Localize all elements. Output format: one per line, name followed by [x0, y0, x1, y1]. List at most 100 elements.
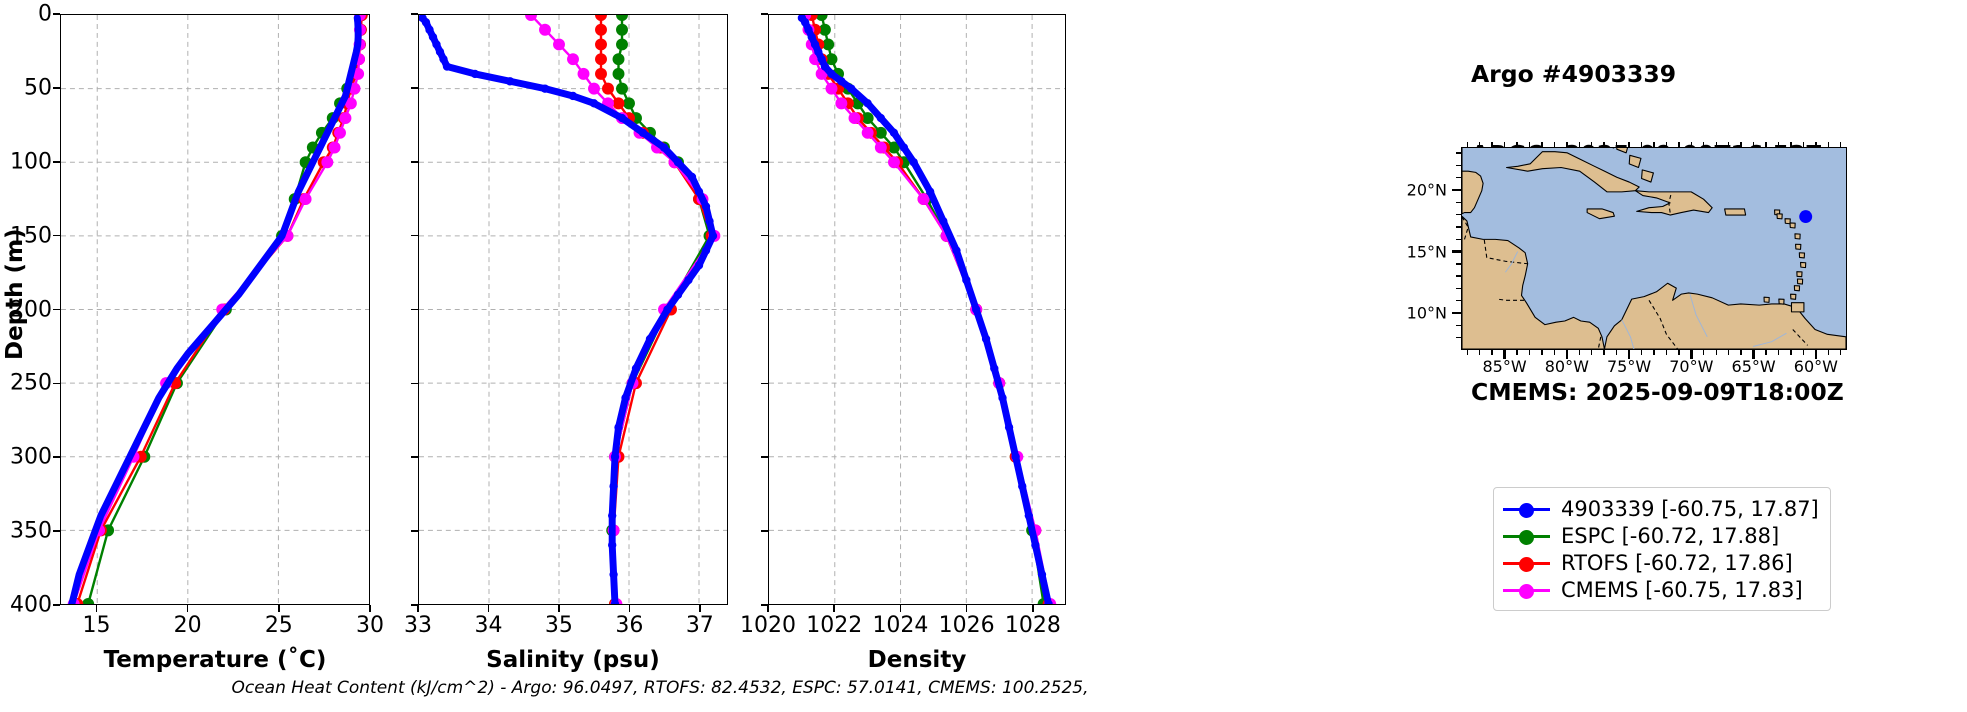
x-tickmark [965, 605, 968, 612]
map-minor-tickmark [1478, 350, 1481, 355]
depth-tickmark [411, 456, 418, 459]
x-tick-1028: 1028 [1004, 613, 1061, 638]
depth-tick-250: 250 [10, 370, 52, 396]
map-minor-tickmark [1740, 142, 1742, 147]
map-minor-tickmark [1456, 177, 1461, 179]
x-tickmark [1032, 605, 1034, 612]
x-tickmark [278, 605, 280, 612]
x-tick-37: 37 [685, 613, 714, 638]
map-minor-tickmark [1840, 142, 1842, 147]
map-minor-tickmark [1653, 350, 1655, 355]
legend-item-argo[interactable]: 4903339 [-60.75, 17.87] [1503, 495, 1819, 522]
x-tickmark [369, 605, 371, 612]
depth-tickmark [761, 604, 768, 606]
map-minor-tickmark [1541, 350, 1543, 355]
depth-tickmark [761, 87, 768, 89]
map-minor-tickmark [1456, 226, 1461, 228]
x-tick-30: 30 [356, 613, 384, 638]
map-minor-tickmark [1528, 142, 1531, 147]
x-tickmark [833, 605, 836, 612]
map-lon-tick-70°W: 70°W [1669, 357, 1714, 376]
legend-label-espc: ESPC [-60.72, 17.88] [1561, 523, 1780, 548]
map-minor-tickmark [1478, 142, 1481, 147]
map-minor-tickmark [1802, 350, 1805, 355]
depth-tickmark [53, 13, 60, 15]
map-minor-tickmark [1466, 142, 1468, 147]
depth-tickmark [761, 456, 768, 459]
depth-tick-0: 0 [38, 1, 52, 27]
x-tick-34: 34 [474, 613, 503, 638]
map-minor-tickmark [1456, 263, 1461, 265]
cmems-time-line: CMEMS: 2025-09-09T18:00Z [1471, 378, 1844, 406]
map-minor-tickmark [1456, 164, 1461, 167]
map-minor-tickmark [1491, 142, 1493, 147]
map-minor-tickmark [1456, 336, 1461, 339]
map-minor-tickmark [1578, 142, 1580, 147]
depth-tickmark [761, 234, 768, 237]
map-lat-tick-15°N: 15°N [1406, 242, 1447, 262]
depth-tickmark [53, 308, 60, 311]
legend-swatch-argo [1503, 502, 1550, 518]
map-minor-tickmark [1752, 350, 1755, 355]
depth-tickmark [53, 234, 60, 237]
legend-item-rtofs[interactable]: RTOFS [-60.72, 17.86] [1503, 549, 1819, 576]
map-float-marker [1799, 210, 1813, 224]
map-minor-tickmark [1491, 350, 1493, 355]
salinity-profile-panel [418, 14, 728, 605]
x-tick-20: 20 [173, 613, 202, 638]
map-minor-tickmark [1703, 350, 1705, 355]
map-lon-tick-75°W: 75°W [1607, 357, 1652, 376]
map-minor-tickmark [1566, 350, 1568, 355]
map-minor-tickmark [1456, 213, 1461, 216]
map-minor-tickmark [1516, 142, 1518, 147]
depth-tickmark [411, 308, 418, 311]
legend-item-cmems[interactable]: CMEMS [-60.75, 17.83] [1503, 576, 1819, 603]
x-tickmark [487, 605, 490, 612]
map-minor-tickmark [1516, 350, 1518, 355]
x-tick-35: 35 [544, 613, 573, 638]
map-minor-tickmark [1628, 142, 1630, 147]
map-minor-tickmark [1815, 350, 1817, 355]
legend-label-argo: 4903339 [-60.75, 17.87] [1561, 496, 1819, 521]
map-minor-tickmark [1591, 142, 1593, 147]
legend-item-espc[interactable]: ESPC [-60.72, 17.88] [1503, 522, 1819, 549]
depth-tickmark [411, 382, 418, 385]
density-profile-panel [768, 14, 1066, 605]
depth-tickmark [411, 13, 418, 15]
map-minor-tickmark [1456, 189, 1461, 191]
legend-swatch-espc [1503, 529, 1550, 545]
depth-tickmark [761, 530, 768, 532]
map-minor-tickmark [1456, 300, 1461, 302]
map-minor-tickmark [1628, 350, 1630, 355]
map-minor-tickmark [1690, 142, 1693, 147]
map-lon-tick-60°W: 60°W [1793, 357, 1838, 376]
map-minor-tickmark [1591, 350, 1593, 355]
map-minor-tickmark [1840, 350, 1842, 355]
depth-tick-150: 150 [10, 223, 52, 249]
map-minor-tickmark [1528, 350, 1531, 355]
map-minor-tickmark [1456, 238, 1461, 240]
density-axis-label: Density [867, 647, 967, 673]
map-lon-tick-65°W: 65°W [1731, 357, 1776, 376]
depth-tickmark [53, 382, 60, 385]
map-minor-tickmark [1456, 201, 1461, 204]
map-minor-tickmark [1615, 350, 1618, 355]
temperature-axis-label: Temperature (˚C) [103, 647, 327, 673]
x-tickmark [899, 605, 902, 612]
x-tick-1026: 1026 [938, 613, 995, 638]
map-minor-tickmark [1456, 275, 1461, 277]
map-minor-tickmark [1827, 350, 1829, 355]
map-minor-tickmark [1653, 142, 1655, 147]
location-map[interactable] [1461, 147, 1847, 350]
map-minor-tickmark [1777, 350, 1780, 355]
ocean-heat-content-caption: Ocean Heat Content (kJ/cm^2) - Argo: 96.… [231, 678, 1089, 698]
map-minor-tickmark [1603, 142, 1605, 147]
map-minor-tickmark [1777, 142, 1780, 147]
map-lat-tick-20°N: 20°N [1406, 180, 1447, 200]
map-minor-tickmark [1715, 142, 1717, 147]
map-minor-tickmark [1603, 350, 1605, 355]
map-minor-tickmark [1578, 350, 1580, 355]
map-minor-tickmark [1640, 350, 1643, 355]
series-legend: 4903339 [-60.75, 17.87] ESPC [-60.72, 17.… [1493, 487, 1831, 611]
